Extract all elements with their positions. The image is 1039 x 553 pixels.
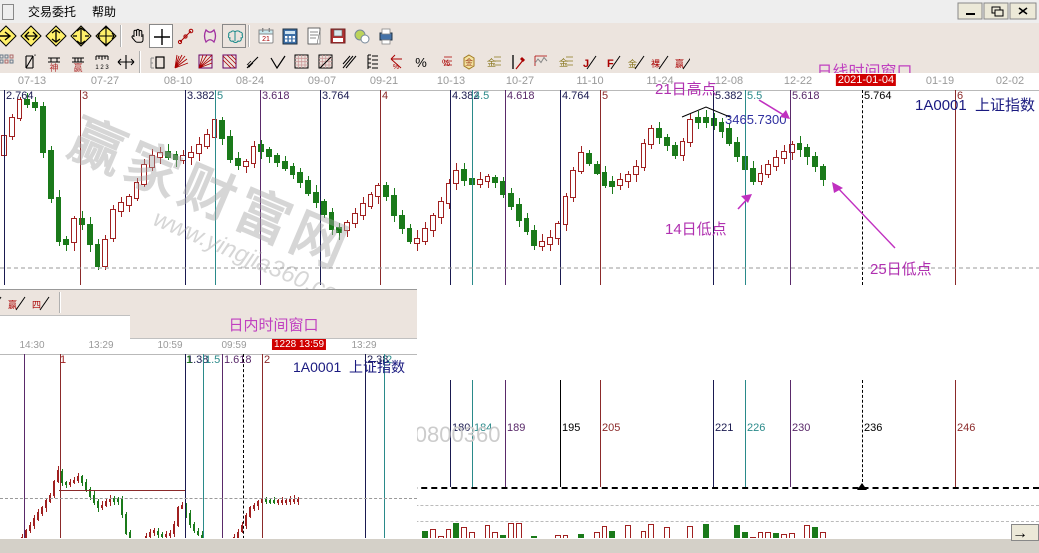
svg-text:裸: 裸 <box>651 58 660 69</box>
svg-text:F: F <box>607 58 614 70</box>
svg-text:21: 21 <box>262 36 270 43</box>
svg-text:赢: 赢 <box>73 62 82 73</box>
svg-text:%: % <box>442 58 450 68</box>
svg-text:金: 金 <box>465 57 473 67</box>
svg-text:": " <box>34 55 36 61</box>
svg-text:四: 四 <box>32 300 41 310</box>
svg-text:赢: 赢 <box>675 58 684 69</box>
svg-text:%: % <box>393 64 399 71</box>
svg-text:金: 金 <box>559 57 568 68</box>
svg-text:1 2 3: 1 2 3 <box>95 65 109 71</box>
svg-text:%: % <box>415 55 427 70</box>
svg-text:神: 神 <box>49 62 58 73</box>
svg-text:金: 金 <box>487 57 496 68</box>
svg-text:J: J <box>583 58 589 70</box>
svg-text:赢: 赢 <box>8 299 17 310</box>
